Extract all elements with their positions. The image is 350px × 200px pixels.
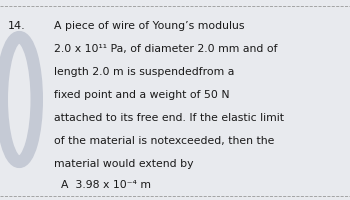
- Text: length 2.0 m is suspendedfrom a: length 2.0 m is suspendedfrom a: [54, 67, 234, 77]
- Text: 2.0 x 10¹¹ Pa, of diameter 2.0 mm and of: 2.0 x 10¹¹ Pa, of diameter 2.0 mm and of: [54, 44, 278, 54]
- Text: of the material is notexceeded, then the: of the material is notexceeded, then the: [54, 135, 275, 145]
- Text: attached to its free end. If the elastic limit: attached to its free end. If the elastic…: [54, 112, 284, 122]
- Text: A piece of wire of Young’s modulus: A piece of wire of Young’s modulus: [54, 21, 245, 31]
- Text: 14.: 14.: [8, 21, 26, 31]
- Text: fixed point and a weight of 50 N: fixed point and a weight of 50 N: [54, 89, 230, 99]
- Text: material would extend by: material would extend by: [54, 158, 194, 168]
- Text: A  3.98 x 10⁻⁴ m: A 3.98 x 10⁻⁴ m: [61, 180, 151, 190]
